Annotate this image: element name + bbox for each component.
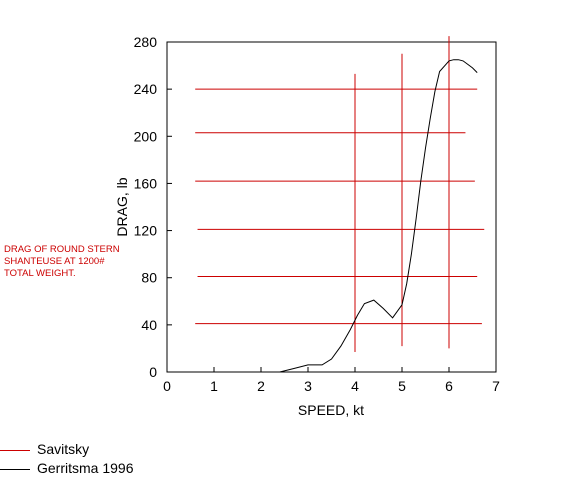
series-gerritsma (279, 59, 478, 373)
y-tick-marks (167, 41, 172, 373)
y-tick-label: 280 (134, 34, 158, 50)
x-tick-marks (166, 367, 497, 372)
x-tick-label: 5 (398, 378, 406, 394)
x-tick-labels: 0 1 2 3 4 5 6 7 (163, 378, 500, 394)
plot-frame (166, 41, 497, 373)
y-tick-label: 80 (141, 270, 157, 286)
x-tick-label: 1 (210, 378, 218, 394)
x-tick-label: 6 (445, 378, 453, 394)
y-tick-labels: 0 40 80 120 160 200 240 280 (134, 34, 158, 380)
annotation-line-2: SHANTEUSE AT 1200# (4, 256, 105, 267)
legend-label-gerritsma: Gerritsma 1996 (37, 460, 134, 476)
legend-label-savitsky: Savitsky (37, 441, 90, 457)
y-tick-label: 200 (134, 128, 158, 144)
x-tick-label: 4 (351, 378, 359, 394)
x-tick-label: 2 (257, 378, 265, 394)
y-axis-label: DRAG, lb (114, 177, 130, 236)
legend-swatch-savitsky (0, 450, 30, 451)
x-tick-label: 7 (492, 378, 500, 394)
chart-annotation: DRAG OF ROUND STERN SHANTEUSE AT 1200# T… (4, 244, 120, 280)
x-tick-label: 0 (163, 378, 171, 394)
x-axis-label: SPEED, kt (298, 402, 364, 418)
y-tick-label: 160 (134, 175, 158, 191)
annotation-line-3: TOTAL WEIGHT. (4, 268, 76, 279)
annotation-line-1: DRAG OF ROUND STERN (4, 244, 120, 255)
legend-swatch-gerritsma (0, 469, 30, 470)
gerritsma-line (279, 59, 478, 373)
y-tick-label: 240 (134, 81, 158, 97)
y-tick-label: 40 (141, 317, 157, 333)
y-tick-label: 120 (134, 223, 158, 239)
x-tick-label: 3 (304, 378, 312, 394)
series-savitsky (195, 36, 485, 352)
y-tick-label: 0 (149, 364, 157, 380)
